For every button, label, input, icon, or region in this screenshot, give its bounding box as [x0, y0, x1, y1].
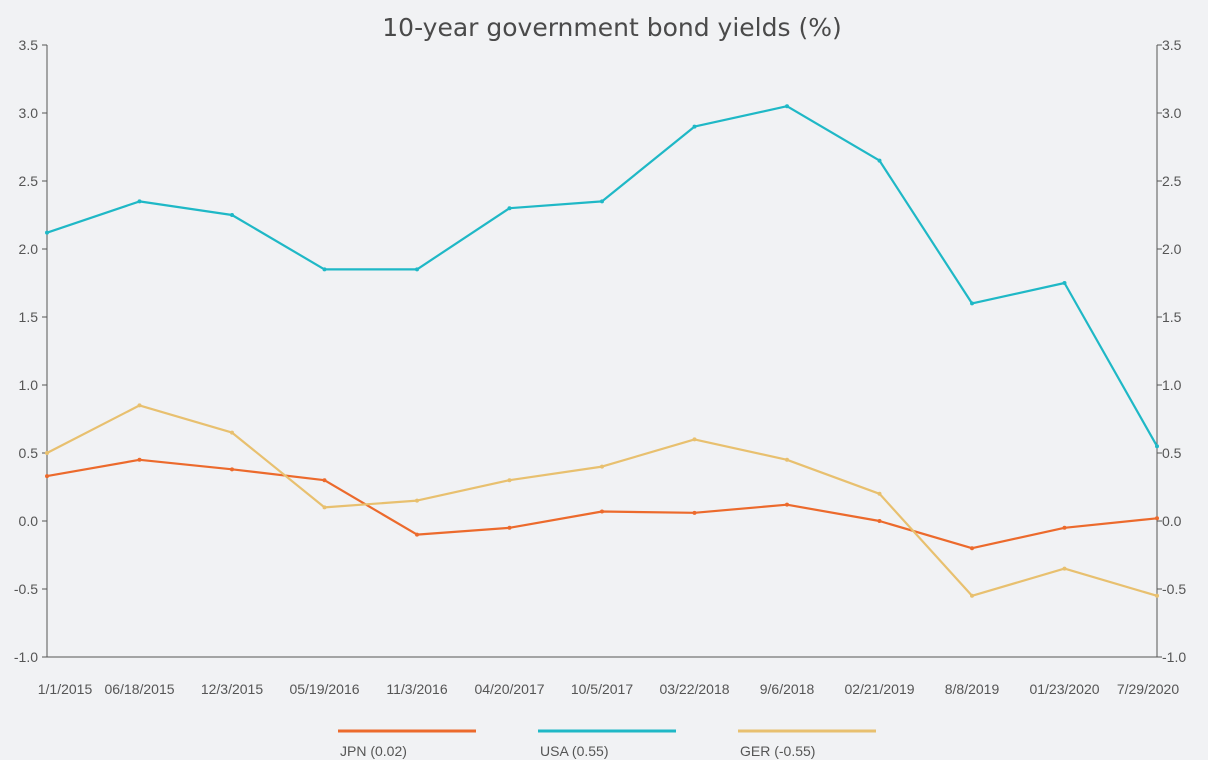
- data-point-jpn: [877, 519, 882, 523]
- y-tick-label-left: 3.0: [19, 105, 39, 121]
- data-point-usa: [230, 213, 234, 217]
- data-point-jpn: [322, 478, 327, 483]
- data-point-ger: [322, 505, 327, 510]
- data-point-jpn: [600, 509, 604, 514]
- y-tick-label-left: 1.5: [19, 309, 39, 325]
- x-tick-label: 1/1/2015: [38, 681, 93, 697]
- data-point-jpn: [1155, 516, 1159, 521]
- data-point-usa: [970, 301, 974, 306]
- x-tick-label: 03/22/2018: [659, 681, 729, 697]
- y-tick-label-right: 3.0: [1162, 105, 1182, 121]
- data-point-ger: [137, 403, 142, 408]
- data-point-usa: [600, 199, 604, 204]
- data-point-ger: [692, 437, 697, 442]
- y-tick-label-left: 1.0: [19, 377, 39, 393]
- data-point-ger: [507, 478, 512, 483]
- y-tick-label-right: -0.5: [1162, 581, 1186, 597]
- data-point-jpn: [507, 525, 512, 530]
- y-tick-label-left: 3.5: [19, 37, 39, 53]
- series-line-jpn: [46, 458, 1158, 550]
- x-tick-label: 01/23/2020: [1029, 681, 1099, 697]
- y-tick-label-right: 2.0: [1162, 241, 1182, 257]
- data-point-jpn: [137, 457, 142, 462]
- y-tick-label-right: 3.5: [1162, 37, 1182, 53]
- x-tick-label: 06/18/2015: [104, 681, 174, 697]
- x-tick-label: 04/20/2017: [474, 681, 544, 697]
- data-point-usa: [785, 104, 789, 109]
- data-point-jpn: [230, 467, 234, 472]
- y-tick-label-left: -0.5: [14, 581, 38, 597]
- legend-label: GER (-0.55): [740, 743, 815, 759]
- series-layer: [45, 104, 1159, 598]
- x-tick-label: 9/6/2018: [760, 681, 815, 697]
- chart-title: 10-year government bond yields (%): [382, 13, 841, 42]
- data-point-jpn: [45, 474, 49, 479]
- legend-item-ger: GER (-0.55): [738, 729, 876, 759]
- data-point-ger: [415, 498, 419, 503]
- data-point-ger: [45, 451, 49, 455]
- data-point-usa: [692, 124, 697, 129]
- x-tick-label: 02/21/2019: [844, 681, 914, 697]
- data-point-jpn: [692, 510, 697, 515]
- axes: -1.0 -1.0 -0.5 -0.5 0.0 0.0 0.5 0.5 1.0 1.0 1.5 1.5…: [14, 37, 1186, 697]
- data-point-jpn: [785, 502, 789, 507]
- y-tick-label-left: 2.0: [19, 241, 39, 257]
- legend-item-jpn: JPN (0.02): [338, 729, 476, 759]
- data-point-jpn: [970, 546, 974, 551]
- y-tick-label-left: -1.0: [14, 649, 38, 665]
- legend-item-usa: USA (0.55): [538, 729, 676, 759]
- x-tick-label: 10/5/2017: [571, 681, 633, 697]
- series-line-usa: [46, 105, 1158, 447]
- x-tick-label: 12/3/2015: [201, 681, 263, 697]
- data-point-usa: [137, 199, 142, 204]
- x-tick-label: 11/3/2016: [386, 681, 447, 697]
- data-point-ger: [877, 491, 882, 496]
- data-point-ger: [1062, 566, 1067, 571]
- data-point-usa: [322, 267, 327, 272]
- data-point-ger: [1155, 593, 1159, 598]
- y-tick-label-right: 0.5: [1162, 445, 1182, 461]
- data-point-ger: [600, 464, 604, 469]
- y-tick-label-right: 2.5: [1162, 173, 1182, 189]
- x-tick-label: 05/19/2016: [289, 681, 359, 697]
- x-tick-label: 8/8/2019: [945, 681, 1000, 697]
- data-point-jpn: [415, 532, 419, 537]
- y-tick-label-left: 2.5: [19, 173, 39, 189]
- data-point-usa: [507, 206, 512, 211]
- data-point-usa: [45, 230, 49, 235]
- y-tick-label-right: -1.0: [1162, 649, 1186, 665]
- legend-label: USA (0.55): [540, 743, 608, 759]
- data-point-jpn: [1062, 525, 1067, 530]
- y-tick-label-right: 1.0: [1162, 377, 1182, 393]
- data-point-usa: [877, 158, 882, 163]
- data-point-usa: [1155, 444, 1159, 449]
- data-point-usa: [415, 267, 419, 272]
- series-line-ger: [46, 404, 1158, 597]
- legend-label: JPN (0.02): [340, 743, 407, 759]
- y-tick-label-right: 1.5: [1162, 309, 1182, 325]
- data-point-ger: [785, 457, 789, 462]
- legend: JPN (0.02) USA (0.55) GER (-0.55): [338, 729, 876, 759]
- y-tick-label-left: 0.0: [19, 513, 39, 529]
- y-tick-label-left: 0.5: [19, 445, 39, 461]
- data-point-ger: [970, 593, 974, 598]
- data-point-ger: [230, 430, 234, 435]
- y-tick-label-right: 0.0: [1162, 513, 1182, 529]
- data-point-usa: [1062, 281, 1067, 285]
- x-tick-label: 7/29/2020: [1117, 681, 1179, 697]
